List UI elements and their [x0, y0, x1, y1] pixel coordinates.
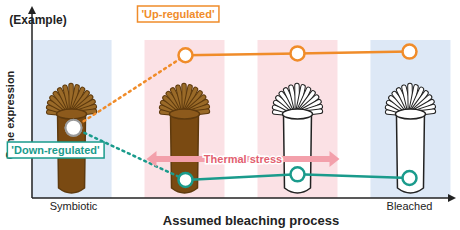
- svg-text:'Up-regulated': 'Up-regulated': [141, 8, 214, 20]
- svg-text:Thermal stress: Thermal stress: [204, 153, 282, 165]
- svg-text:Bleached: Bleached: [387, 200, 433, 212]
- svg-text:(Example): (Example): [9, 13, 66, 27]
- svg-text:Assumed bleaching process: Assumed bleaching process: [163, 213, 339, 228]
- svg-text:'Down-regulated': 'Down-regulated': [11, 144, 100, 156]
- svg-text:Gene expression: Gene expression: [4, 70, 16, 160]
- svg-text:Symbiotic: Symbiotic: [50, 200, 98, 212]
